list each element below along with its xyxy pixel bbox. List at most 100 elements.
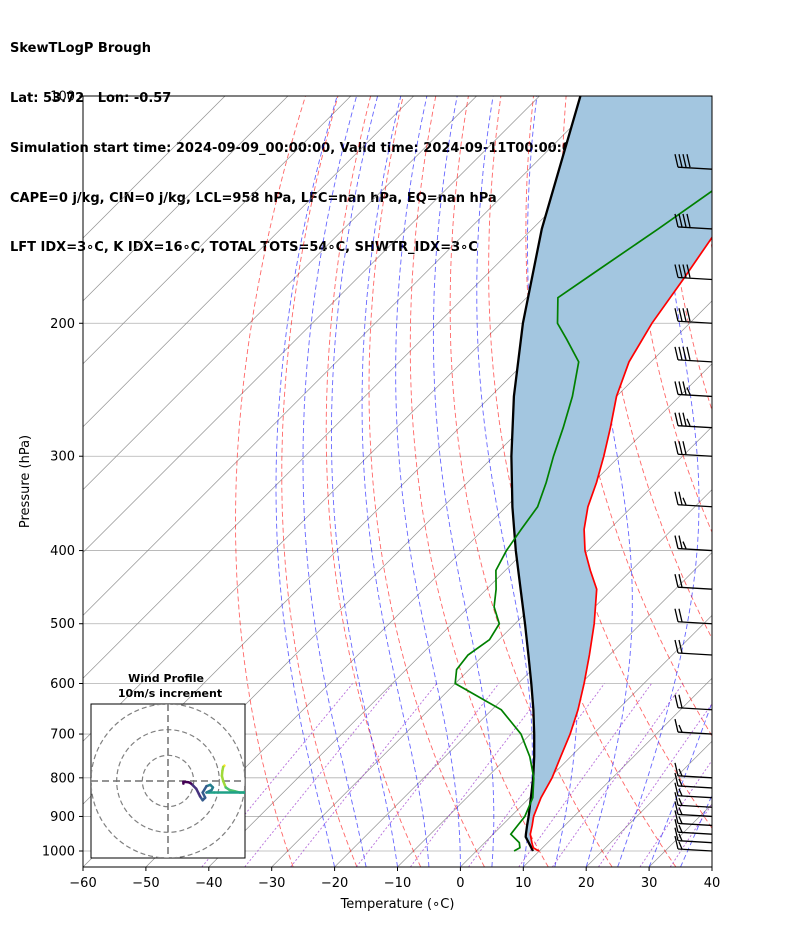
- wind-barb: [674, 772, 712, 789]
- wind-barb-flag: [674, 639, 679, 654]
- moist-adiabat-line: [275, 96, 338, 867]
- isotherm-line: [83, 96, 414, 428]
- wind-barb-flag: [674, 346, 679, 361]
- moist-adiabat-line: [361, 96, 430, 867]
- hodograph-subtitle: 10m/s increment: [118, 687, 222, 700]
- dry-adiabat-line: [729, 96, 794, 867]
- wind-barb-flag: [678, 381, 683, 395]
- wind-barb-staff: [677, 822, 712, 827]
- temperature-line: [529, 235, 712, 852]
- wind-barb-flag: [674, 381, 679, 395]
- moist-adiabat-line: [617, 96, 700, 867]
- wind-barb-staff: [677, 813, 712, 818]
- wind-barb-flag: [686, 346, 691, 361]
- isotherm-line: [83, 96, 477, 491]
- wind-barb-flag: [678, 824, 683, 833]
- wind-barb: [674, 412, 712, 429]
- y-tick-label: 100: [50, 90, 75, 105]
- wind-barb-staff: [677, 226, 712, 230]
- wind-barb-flag: [674, 264, 679, 278]
- mixing-ratio-line: [639, 759, 712, 867]
- mixing-ratio-line: [518, 683, 652, 867]
- x-axis-label: Temperature (∘C): [340, 897, 455, 912]
- x-tick-label: −60: [69, 876, 96, 891]
- x-tick-label: 10: [515, 876, 532, 891]
- isotherm-line: [83, 96, 226, 239]
- wind-barb-flag: [678, 441, 683, 455]
- wind-barb-flag: [674, 782, 679, 796]
- wind-barb-flag: [682, 412, 687, 426]
- wind-barb-flag: [674, 574, 679, 588]
- wind-barb-flag: [686, 154, 691, 168]
- title-line-5: LFT IDX=3∘C, K IDX=16∘C, TOTAL TOTS=54∘C…: [10, 240, 478, 256]
- x-tick-label: 30: [641, 876, 658, 891]
- dry-adiabat-line: [596, 96, 712, 640]
- wind-barb-flag: [674, 810, 679, 824]
- wind-barb-flag: [674, 772, 679, 787]
- x-tick-label: 0: [456, 876, 464, 891]
- y-tick-label: 900: [50, 810, 75, 825]
- wind-barb-flag: [682, 308, 687, 322]
- wind-barb-flag: [678, 264, 683, 278]
- wind-barb-staff: [677, 359, 712, 363]
- hodograph: Wind Profile 10m/s increment: [90, 672, 246, 859]
- wind-barb-staff: [677, 652, 712, 656]
- y-tick-label: 300: [50, 450, 75, 465]
- wind-barb: [674, 827, 712, 844]
- wind-barb-flag: [682, 441, 687, 455]
- isotherm-line: [83, 96, 603, 616]
- wind-barb-flag: [678, 778, 683, 787]
- wind-barb-flag: [682, 346, 687, 361]
- wind-barb-flag: [679, 81, 682, 94]
- mixing-ratio-line: [290, 683, 438, 867]
- wind-barb-flag: [682, 541, 687, 549]
- parcel-profile-line: [510, 96, 582, 852]
- isotherm-line: [83, 96, 666, 679]
- y-tick-label: 400: [50, 544, 75, 559]
- wind-barb-flag: [674, 792, 679, 806]
- wind-barb: [674, 801, 712, 818]
- wind-barb-flag: [686, 387, 691, 395]
- dewpoint-line: [454, 190, 712, 852]
- wind-barb-flag: [674, 308, 679, 322]
- wind-barb-staff: [677, 425, 712, 429]
- x-tick-label: −40: [195, 876, 222, 891]
- wind-barb-flag: [674, 535, 679, 549]
- isotherm-line: [397, 552, 712, 867]
- dry-adiabat-line: [235, 96, 306, 867]
- wind-barb-flag: [678, 491, 683, 505]
- wind-barb: [674, 535, 712, 552]
- wind-barb-flag: [682, 213, 687, 228]
- wind-barb-flag: [674, 827, 679, 841]
- wind-barb: [679, 81, 712, 97]
- wind-barb: [674, 213, 712, 230]
- moist-adiabat-line: [302, 96, 367, 867]
- isotherm-line: [460, 614, 712, 867]
- dry-adiabat-line: [409, 96, 549, 867]
- wind-barb-flag: [678, 308, 683, 322]
- moist-adiabat-line: [395, 96, 461, 867]
- moist-adiabat-line: [711, 865, 712, 867]
- wind-barb-flag: [674, 441, 679, 455]
- x-tick-label: 40: [704, 876, 721, 891]
- wind-barb-staff: [677, 804, 712, 808]
- y-tick-label: 200: [50, 317, 75, 332]
- y-tick-label: 800: [50, 771, 75, 786]
- dry-adiabat-line: [281, 96, 358, 867]
- wind-barb: [674, 819, 712, 835]
- wind-barb-flag: [678, 608, 683, 622]
- wind-barb-flag: [682, 497, 687, 506]
- wind-barb-flag: [678, 412, 683, 426]
- isotherm-line: [83, 96, 352, 365]
- wind-barb-flag: [683, 81, 686, 94]
- wind-barb-flag: [678, 768, 683, 777]
- wind-barb-staff: [677, 848, 712, 852]
- mixing-ratio-line: [468, 683, 605, 867]
- wind-barb-flag: [678, 724, 683, 733]
- wind-barb-staff: [677, 621, 712, 625]
- isotherm-line: [523, 677, 712, 867]
- y-tick-label: 500: [50, 617, 75, 632]
- title-line-2: Lat: 53.72 Lon: -0.57: [10, 90, 172, 106]
- wind-barb-flag: [682, 381, 687, 395]
